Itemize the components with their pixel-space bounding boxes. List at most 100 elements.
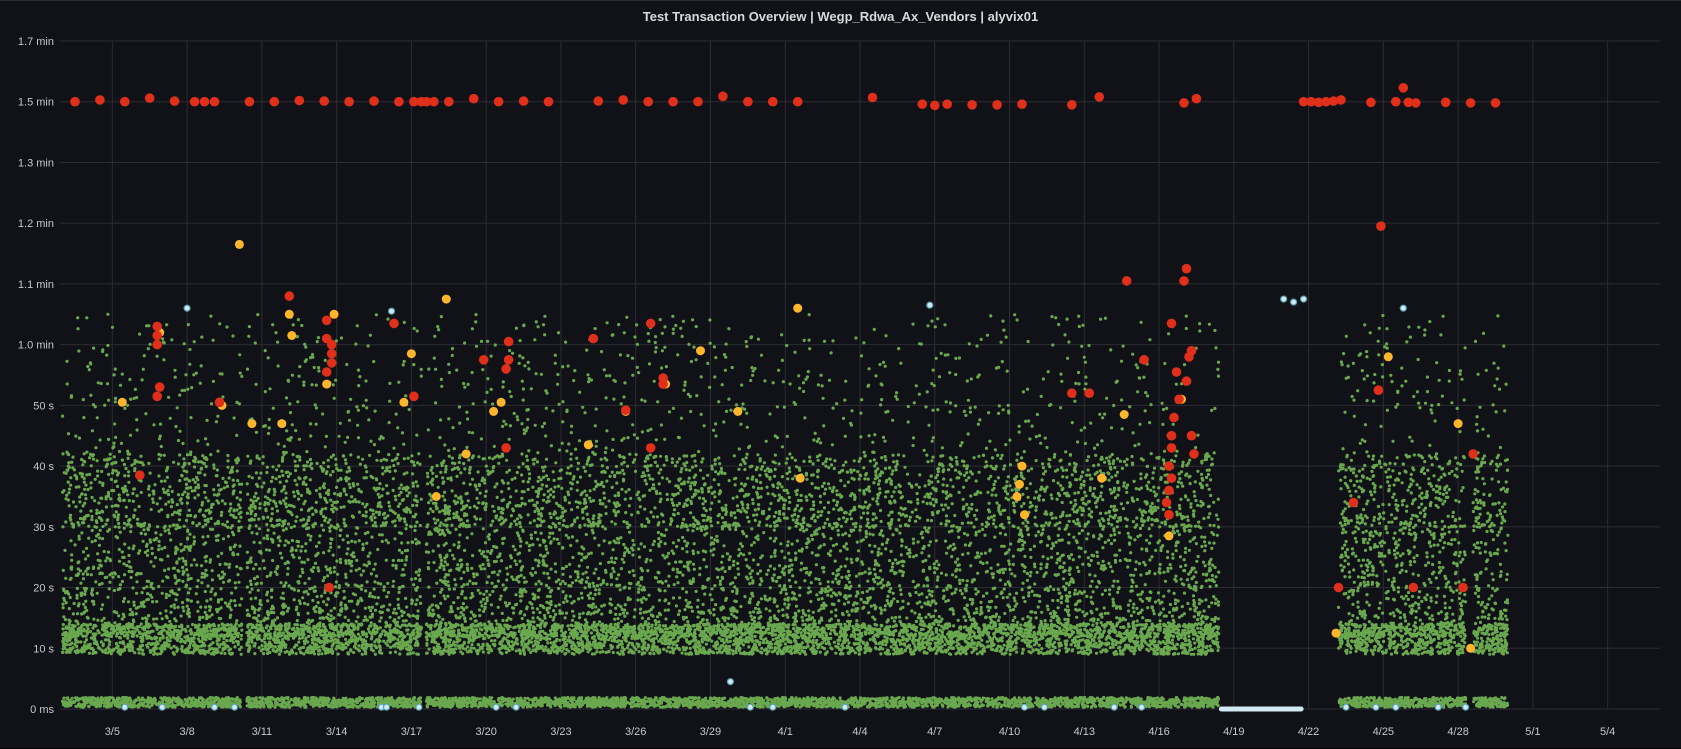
data-point	[405, 471, 408, 474]
data-point	[357, 644, 360, 647]
data-point	[392, 464, 395, 467]
data-point	[213, 593, 216, 596]
data-point	[337, 525, 340, 528]
data-point	[345, 630, 348, 633]
data-point	[374, 653, 377, 656]
data-point	[402, 697, 405, 700]
data-point	[410, 525, 413, 528]
data-point	[122, 613, 125, 616]
data-point	[146, 592, 149, 595]
data-point	[234, 581, 237, 584]
data-point	[265, 471, 268, 474]
data-point	[360, 588, 363, 591]
data-point	[186, 636, 189, 639]
data-point	[608, 499, 611, 502]
data-point	[215, 648, 218, 651]
data-point	[337, 479, 340, 482]
data-point	[62, 606, 65, 609]
data-point	[76, 316, 79, 319]
data-point	[86, 365, 89, 368]
data-point	[385, 631, 388, 634]
data-point	[344, 462, 347, 465]
data-point	[177, 462, 180, 465]
data-point	[372, 513, 375, 516]
data-point	[335, 628, 338, 631]
data-point	[146, 698, 149, 701]
data-point	[293, 495, 296, 498]
data-point	[320, 652, 323, 655]
data-point	[315, 545, 318, 548]
data-point	[127, 481, 130, 484]
data-point	[392, 477, 395, 480]
x-tick-label: 4/28	[1447, 726, 1468, 738]
x-tick-label: 3/20	[475, 726, 496, 738]
data-point	[111, 471, 114, 474]
data-point	[380, 696, 383, 699]
data-point	[276, 509, 279, 512]
data-point	[67, 481, 70, 484]
data-point	[314, 522, 317, 525]
data-point	[282, 488, 285, 491]
data-point	[368, 698, 371, 701]
data-point	[161, 592, 164, 595]
data-point	[114, 436, 117, 439]
data-point	[226, 466, 229, 469]
data-point	[258, 477, 261, 480]
x-tick-label: 3/17	[401, 726, 422, 738]
data-point	[304, 706, 307, 709]
data-point	[92, 347, 95, 350]
data-point	[402, 487, 405, 490]
data-point	[420, 498, 423, 501]
data-point	[143, 627, 146, 630]
data-point	[245, 644, 248, 647]
data-point	[147, 462, 150, 465]
data-point	[193, 489, 196, 492]
data-point	[121, 631, 124, 634]
data-point	[258, 607, 261, 610]
data-point	[282, 592, 285, 595]
data-point	[114, 400, 117, 403]
data-point	[326, 697, 329, 700]
data-point	[292, 637, 295, 640]
data-point	[311, 638, 314, 641]
data-point	[337, 613, 340, 616]
data-point	[116, 705, 119, 708]
data-point	[268, 387, 271, 390]
data-point	[136, 460, 139, 463]
data-point	[159, 497, 162, 500]
data-point	[166, 476, 169, 479]
data-point	[140, 640, 143, 643]
data-point	[285, 471, 288, 474]
data-point	[271, 559, 274, 562]
data-point	[401, 610, 404, 613]
data-point	[118, 623, 121, 626]
data-point	[362, 638, 365, 641]
data-point	[283, 485, 286, 488]
data-point	[93, 525, 96, 528]
data-point	[383, 585, 386, 588]
data-point	[304, 549, 307, 552]
data-point	[223, 701, 226, 704]
data-point	[90, 515, 93, 518]
data-point	[229, 599, 232, 602]
data-point	[406, 648, 409, 651]
data-point	[84, 484, 87, 487]
data-point	[203, 572, 206, 575]
data-point	[290, 526, 293, 529]
data-point	[369, 440, 372, 443]
data-point	[119, 384, 122, 387]
data-point	[225, 325, 228, 328]
x-tick-label: 4/19	[1223, 726, 1244, 738]
data-point	[370, 643, 373, 646]
data-point	[171, 513, 174, 516]
data-point	[397, 616, 400, 619]
data-point	[360, 599, 363, 602]
data-point	[128, 518, 131, 521]
data-point	[329, 499, 332, 502]
data-point	[61, 633, 64, 636]
data-point	[348, 419, 351, 422]
data-point	[238, 402, 241, 405]
data-point	[318, 534, 321, 537]
